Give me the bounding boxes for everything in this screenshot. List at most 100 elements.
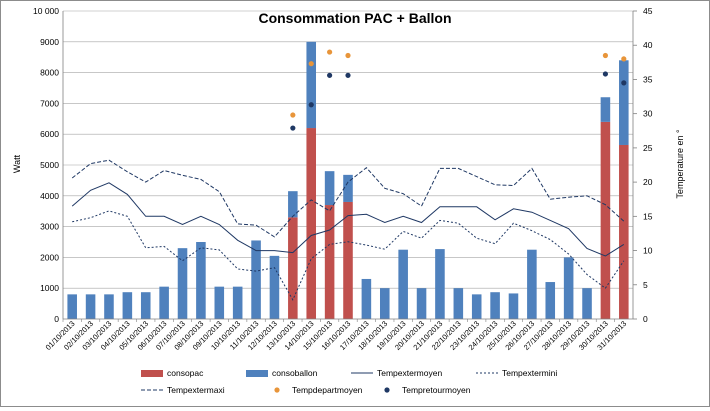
legend-label: Tempretourmoyen: [402, 385, 471, 395]
point-Tempretourmoyen: [308, 102, 314, 108]
legend-swatch: [384, 387, 390, 393]
point-Tempdepartmoyen: [345, 52, 351, 59]
y2-tick-label: 25: [643, 143, 653, 153]
bar-consoballon: [379, 288, 390, 319]
legend-label: Tempdepartmoyen: [292, 385, 363, 395]
y2-tick-label: 15: [643, 211, 653, 221]
bar-consopac: [600, 121, 611, 319]
bar-consoballon: [232, 286, 243, 319]
legend-item-Tempextermoyen: Tempextermoyen: [351, 368, 442, 378]
y-tick-label: 4000: [40, 191, 59, 201]
bar-consoballon: [140, 292, 151, 319]
bar-consoballon: [343, 174, 353, 202]
legend-item-Tempretourmoyen: Tempretourmoyen: [384, 385, 471, 395]
legend-item-Tempextermaxi: Tempextermaxi: [141, 385, 225, 395]
y-tick-label: 10 000: [33, 6, 59, 16]
point-Tempdepartmoyen: [602, 52, 609, 59]
bar-consoballon: [288, 191, 298, 218]
scatter-series: [290, 49, 627, 131]
bar-consoballon: [67, 294, 77, 319]
bar-consoballon: [85, 294, 96, 319]
legend-swatch: [274, 387, 280, 393]
bar-consoballon: [435, 249, 445, 319]
legend-swatch: [246, 370, 268, 377]
bar-consopac: [619, 144, 629, 319]
point-Tempretourmoyen: [602, 71, 609, 77]
bar-consoballon: [582, 288, 592, 319]
bar-consoballon: [490, 292, 500, 319]
y2-tick-label: 10: [643, 246, 653, 256]
bar-consoballon: [527, 249, 537, 319]
legend-label: Tempextermini: [502, 368, 557, 378]
legend-item-Tempextermini: Tempextermini: [476, 368, 557, 378]
bar-consoballon: [306, 41, 317, 129]
line-Tempextermaxi: [71, 159, 625, 238]
legend-label: Tempextermaxi: [167, 385, 225, 395]
legend-label: consoballon: [272, 368, 318, 378]
bar-consoballon: [416, 288, 427, 319]
bar-consoballon: [324, 171, 335, 206]
gridlines: [63, 10, 633, 289]
bar-consoballon: [196, 242, 206, 319]
y2-tick-label: 45: [643, 6, 653, 16]
bar-consoballon: [251, 240, 261, 319]
y2-tick-label: 20: [643, 177, 653, 187]
bar-consoballon: [214, 286, 225, 319]
bar-consoballon: [619, 60, 629, 145]
bar-consopac: [288, 217, 298, 319]
legend-label: consopac: [167, 368, 204, 378]
legend-swatch: [141, 370, 163, 377]
y-axis-label: Watt: [12, 154, 22, 173]
legend: consopac consoballon Tempextermoyen Tempext…: [141, 368, 557, 395]
bar-consoballon: [104, 294, 114, 319]
line-series: [71, 159, 625, 301]
bar-consoballon: [545, 282, 556, 319]
y-tick-label: 8000: [40, 68, 59, 78]
bar-consoballon: [159, 286, 169, 319]
line-Tempextermoyen: [71, 182, 625, 257]
point-Tempretourmoyen: [345, 72, 351, 78]
point-Tempretourmoyen: [290, 125, 296, 131]
bar-consoballon: [471, 294, 482, 319]
y-tick-label: 7000: [40, 98, 59, 108]
y-tick-label: 5000: [40, 160, 59, 170]
bar-consoballon: [122, 292, 133, 319]
bar-consoballon: [508, 293, 519, 319]
y-tick-label: 2000: [40, 252, 59, 262]
bar-consoballon: [269, 255, 280, 319]
bar-consopac: [343, 201, 353, 319]
y2-tick-label: 35: [643, 74, 653, 84]
y2-axis-label: Temperature en °: [675, 129, 685, 199]
y2-tick-label: 0: [643, 314, 648, 324]
y2-tick-label: 30: [643, 109, 653, 119]
chart-title: Consommation PAC + Ballon: [258, 10, 451, 26]
bar-consoballon: [398, 249, 408, 319]
point-Tempdepartmoyen: [308, 61, 314, 67]
point-Tempdepartmoyen: [621, 56, 627, 62]
y2-tick-label: 5: [643, 280, 648, 290]
point-Tempretourmoyen: [327, 72, 333, 78]
y-tick-label: 1000: [40, 283, 59, 293]
bar-consoballon: [177, 248, 188, 319]
y2-tick-label: 40: [643, 40, 653, 50]
point-Tempretourmoyen: [621, 80, 627, 86]
point-Tempdepartmoyen: [327, 49, 333, 55]
bar-consoballon: [563, 257, 574, 319]
line-Tempextermini: [72, 210, 625, 301]
bar-consoballon: [600, 97, 611, 122]
bar-consoballon: [361, 278, 372, 319]
bar-consoballon: [453, 288, 464, 319]
bar-consopac: [324, 205, 335, 319]
y-tick-label: 3000: [40, 222, 59, 232]
bar-consopac: [306, 128, 317, 319]
y-tick-label: 6000: [40, 129, 59, 139]
legend-item-consopac: consopac: [141, 368, 204, 378]
point-Tempdepartmoyen: [290, 112, 296, 118]
y-tick-label: 9000: [40, 37, 59, 47]
bar-series: [67, 41, 629, 319]
legend-item-Tempdepartmoyen: Tempdepartmoyen: [274, 385, 363, 395]
legend-label: Tempextermoyen: [377, 368, 442, 378]
y-tick-label: 0: [54, 314, 59, 324]
